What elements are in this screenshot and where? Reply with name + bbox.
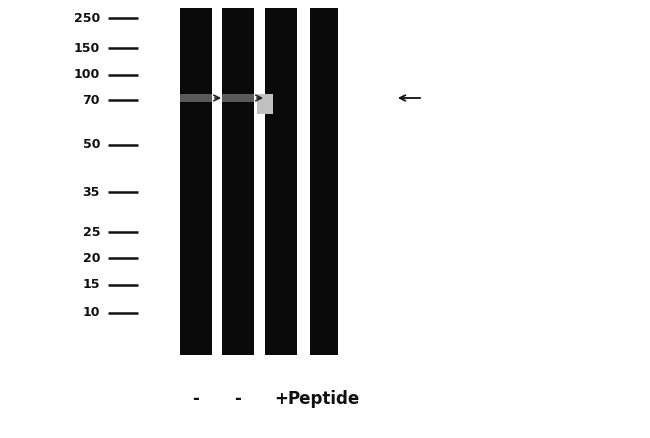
Text: 250: 250 [73, 11, 100, 25]
Text: 35: 35 [83, 186, 100, 198]
Bar [257, 94, 273, 114]
Text: 50: 50 [83, 138, 100, 152]
Text: 100: 100 [73, 68, 100, 81]
Text: -: - [235, 390, 241, 408]
Text: +: + [274, 390, 288, 408]
Bar [222, 8, 254, 355]
Bar [180, 94, 212, 102]
Text: 70: 70 [83, 93, 100, 106]
Text: 150: 150 [73, 42, 100, 54]
Text: 10: 10 [83, 307, 100, 319]
Bar [180, 8, 212, 355]
Text: -: - [192, 390, 200, 408]
Text: 25: 25 [83, 226, 100, 239]
Text: Peptide: Peptide [288, 390, 360, 408]
Bar [222, 94, 254, 102]
Text: 15: 15 [83, 279, 100, 292]
Text: 20: 20 [83, 251, 100, 265]
Bar [265, 8, 297, 355]
Bar [310, 8, 338, 355]
